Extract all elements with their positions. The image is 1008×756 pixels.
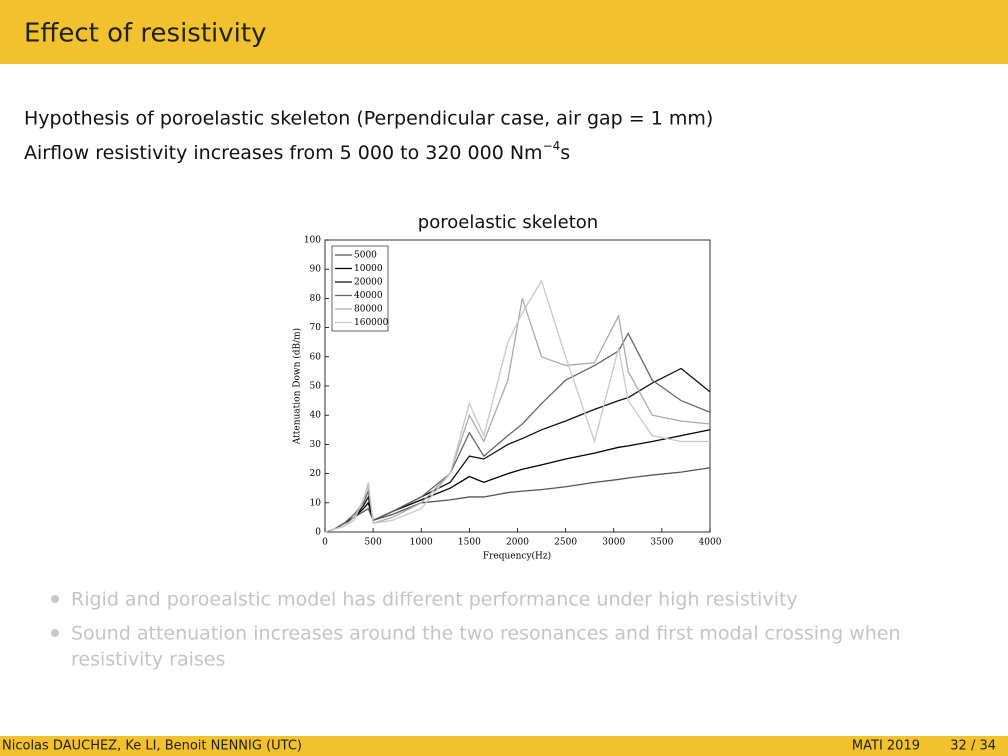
y-tick-label: 90 bbox=[310, 265, 322, 275]
intro-text: s bbox=[560, 142, 570, 164]
x-tick-label: 2500 bbox=[554, 538, 577, 548]
footer-event: MATI 2019 bbox=[852, 739, 920, 754]
x-tick-label: 0 bbox=[322, 538, 328, 548]
legend-label: 5000 bbox=[354, 251, 377, 261]
x-tick-label: 1000 bbox=[410, 538, 433, 548]
bullet-text: Sound attenuation increases around the t… bbox=[71, 623, 901, 645]
footer-page: 32 / 34 bbox=[950, 739, 996, 754]
series-line bbox=[324, 429, 711, 533]
slide-title: Effect of resistivity bbox=[24, 19, 266, 49]
intro-text: Airflow resistivity increases from 5 000… bbox=[24, 142, 543, 164]
x-tick-label: 2000 bbox=[506, 538, 529, 548]
x-tick-label: 4000 bbox=[699, 538, 722, 548]
y-tick-label: 30 bbox=[310, 440, 322, 450]
bullet bbox=[51, 595, 59, 603]
x-tick-label: 500 bbox=[365, 538, 382, 548]
bullet bbox=[51, 629, 59, 637]
y-tick-label: 70 bbox=[310, 323, 322, 333]
footer-authors: Nicolas DAUCHEZ, Ke LI, Benoit NENNIG (U… bbox=[2, 739, 302, 754]
bullet-text: Rigid and poroealstic model has differen… bbox=[71, 589, 798, 611]
x-axis-label: Frequency(Hz) bbox=[483, 551, 551, 562]
chart-title: poroelastic skeleton bbox=[418, 212, 598, 233]
y-axis-label: Attenuation Down (dB/m) bbox=[292, 328, 303, 445]
x-tick-label: 1500 bbox=[458, 538, 481, 548]
legend-label: 20000 bbox=[354, 278, 383, 288]
footer-bar bbox=[0, 736, 1008, 756]
series-line bbox=[324, 298, 711, 533]
legend-label: 160000 bbox=[354, 318, 389, 328]
x-tick-label: 3000 bbox=[602, 538, 625, 548]
y-tick-label: 0 bbox=[315, 528, 321, 538]
bullet-text: resistivity raises bbox=[71, 649, 225, 671]
header-bar bbox=[0, 0, 1008, 64]
legend-label: 10000 bbox=[354, 264, 383, 274]
y-tick-label: 60 bbox=[310, 352, 322, 362]
intro-sup: −4 bbox=[543, 139, 561, 153]
legend-label: 40000 bbox=[354, 291, 383, 301]
series-line bbox=[324, 467, 711, 533]
intro-line: Airflow resistivity increases from 5 000… bbox=[24, 139, 570, 164]
y-tick-label: 50 bbox=[310, 382, 322, 392]
y-tick-label: 20 bbox=[310, 469, 322, 479]
series-line bbox=[324, 279, 710, 533]
y-tick-label: 80 bbox=[310, 294, 322, 304]
series-line bbox=[324, 367, 711, 533]
y-tick-label: 40 bbox=[310, 411, 322, 421]
legend-box bbox=[331, 245, 389, 332]
legend-label: 80000 bbox=[354, 305, 383, 315]
x-tick-label: 3500 bbox=[650, 538, 673, 548]
series-line bbox=[324, 332, 711, 533]
y-tick-label: 10 bbox=[310, 498, 322, 508]
y-tick-label: 100 bbox=[304, 236, 321, 246]
intro-line: Hypothesis of poroelastic skeleton (Perp… bbox=[24, 108, 713, 130]
